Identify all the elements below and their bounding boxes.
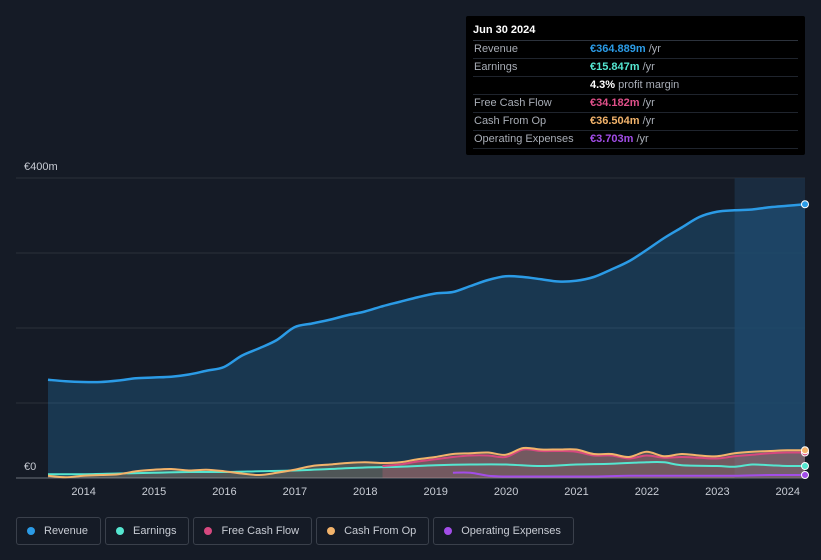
legend-item-earnings[interactable]: Earnings — [105, 517, 190, 545]
legend-item-free-cash-flow[interactable]: Free Cash Flow — [193, 517, 313, 545]
area-revenue — [48, 204, 805, 478]
legend-dot-icon — [116, 527, 125, 535]
x-tick-label: 2022 — [635, 486, 659, 498]
tooltip-rows: Revenue €364.889m /yr Earnings €15.847m /yr… — [473, 41, 798, 149]
x-axis-ticks: 2014 2015 2016 2017 2018 2019 2020 2021 2022 2023… — [71, 486, 800, 498]
x-tick-label: 2016 — [212, 486, 236, 498]
chart-legend: Revenue Earnings Free Cash Flow Cash From O… — [16, 517, 578, 545]
tooltip-row: Free Cash Flow €34.182m /yr — [473, 95, 798, 113]
x-tick-label: 2023 — [705, 486, 729, 498]
legend-dot-icon — [444, 527, 453, 535]
grid-lines — [16, 177, 805, 479]
x-tick-label: 2021 — [564, 486, 588, 498]
x-tick-label: 2024 — [776, 486, 800, 498]
tooltip-row-label: Operating Expenses — [474, 133, 574, 145]
line-cash-from-op — [47, 446, 806, 479]
legend-label: Cash From Op — [344, 525, 417, 537]
endpoint-revenue — [801, 200, 809, 209]
tooltip-row-value: €36.504m /yr — [590, 115, 655, 127]
tooltip-row-value: €15.847m /yr — [590, 61, 655, 73]
line-free-cash-flow — [382, 448, 806, 467]
tooltip-row-label: Free Cash Flow — [474, 97, 552, 109]
tooltip-row-unit: /yr — [642, 115, 655, 127]
line-revenue — [47, 203, 806, 384]
endpoint-cash-from-op — [801, 446, 809, 455]
series-endpoints — [801, 200, 809, 479]
y-tick-label-top: €400m — [24, 161, 58, 173]
tooltip-row-unit: /yr — [648, 43, 661, 55]
x-tick-label: 2015 — [142, 486, 166, 498]
legend-label: Revenue — [44, 525, 89, 537]
endpoint-operating-expenses — [801, 471, 809, 479]
tooltip-row-value: €364.889m /yr — [590, 43, 661, 55]
x-tick-label: 2017 — [283, 486, 307, 498]
series-lines — [47, 203, 806, 479]
tooltip-row-value: €34.182m /yr — [590, 97, 655, 109]
tooltip-row: 4.3% profit margin — [473, 77, 798, 95]
tooltip-row: Operating Expenses €3.703m /yr — [473, 131, 798, 149]
series-areas — [48, 204, 805, 478]
line-earnings — [47, 460, 806, 476]
tooltip-row-value: 4.3% profit margin — [590, 79, 680, 91]
data-tooltip: Jun 30 2024 Revenue €364.889m /yr Earnings… — [466, 16, 805, 155]
x-tick-label: 2018 — [353, 486, 377, 498]
endpoint-earnings — [801, 462, 809, 470]
tooltip-row: Revenue €364.889m /yr — [473, 41, 798, 59]
legend-label: Free Cash Flow — [221, 525, 300, 537]
tooltip-row-unit: /yr — [636, 133, 649, 145]
tooltip-row: Cash From Op €36.504m /yr — [473, 113, 798, 131]
legend-item-revenue[interactable]: Revenue — [16, 517, 102, 545]
x-tick-label: 2019 — [423, 486, 447, 498]
legend-dot-icon — [27, 527, 35, 535]
tooltip-row-label: Earnings — [474, 61, 518, 73]
legend-dot-icon — [327, 527, 336, 535]
x-tick-label: 2020 — [494, 486, 518, 498]
tooltip-row-label: Cash From Op — [474, 115, 547, 127]
tooltip-date: Jun 30 2024 — [473, 16, 798, 41]
legend-label: Operating Expenses — [461, 525, 561, 537]
tooltip-row: Earnings €15.847m /yr — [473, 59, 798, 77]
past-year-highlight — [734, 178, 805, 478]
financial-chart: €400m €0 2014 2015 2016 2017 2018 2019 2020 202… — [16, 161, 809, 498]
legend-item-cash-from-op[interactable]: Cash From Op — [316, 517, 430, 545]
legend-label: Earnings — [133, 525, 177, 537]
legend-item-operating-expenses[interactable]: Operating Expenses — [433, 517, 574, 545]
y-tick-label-zero: €0 — [24, 461, 36, 473]
tooltip-row-label: Revenue — [474, 43, 519, 55]
tooltip-row-unit: profit margin — [618, 79, 680, 91]
line-operating-expenses — [452, 471, 806, 478]
x-tick-label: 2014 — [71, 486, 95, 498]
tooltip-row-unit: /yr — [642, 97, 655, 109]
tooltip-row-value: €3.703m /yr — [590, 133, 649, 145]
tooltip-row-unit: /yr — [642, 61, 655, 73]
legend-dot-icon — [204, 527, 213, 535]
